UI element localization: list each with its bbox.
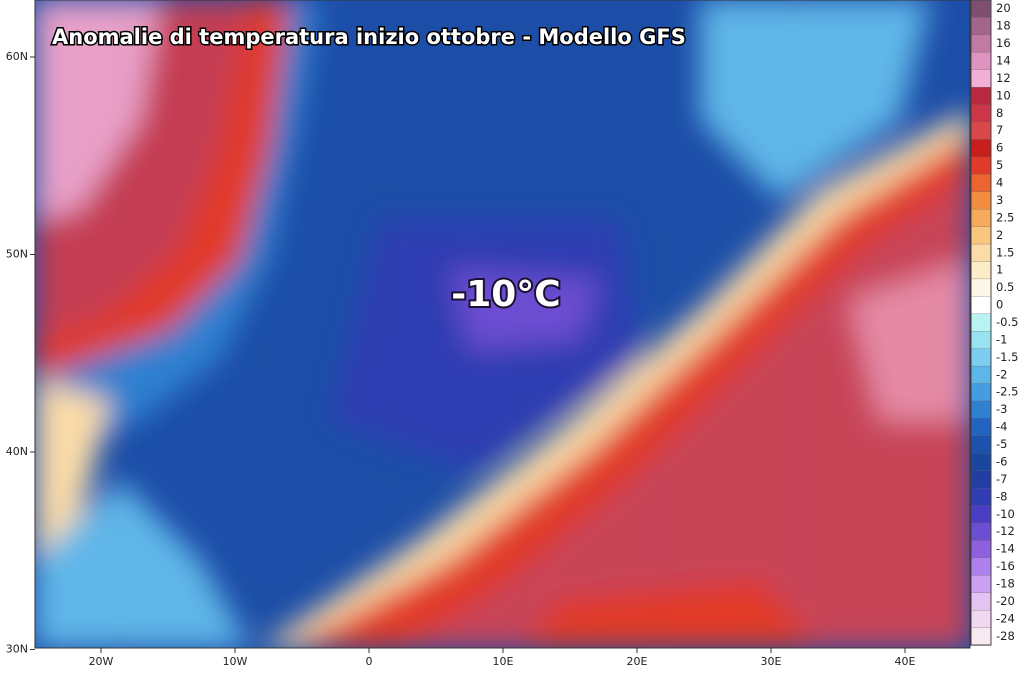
legend-label: -5 — [996, 437, 1007, 451]
lon-label: 0 — [366, 655, 373, 668]
legend-label: -2.5 — [996, 385, 1018, 399]
lat-label: 60N — [6, 50, 28, 63]
legend-swatch — [970, 522, 992, 542]
legend-swatch — [970, 174, 992, 193]
legend-label: -18 — [996, 576, 1015, 590]
legend-label: -14 — [996, 542, 1015, 556]
legend-swatch — [970, 540, 992, 559]
legend-frame — [970, 0, 992, 646]
legend-swatch — [970, 557, 992, 576]
legend-swatch — [970, 52, 992, 71]
legend-swatch — [970, 592, 992, 611]
lon-label: 20W — [89, 655, 114, 668]
legend-swatch — [970, 575, 992, 594]
legend-label: 6 — [996, 141, 1003, 155]
lon-label: 10W — [223, 655, 248, 668]
lon-label: 10E — [493, 655, 514, 668]
legend-label: 10 — [996, 88, 1011, 102]
legend-label: -3 — [996, 402, 1007, 416]
map-title: Anomalie di temperatura inizio ottobre -… — [52, 25, 686, 49]
legend-label: 2.5 — [996, 210, 1014, 224]
legend-swatch — [970, 156, 992, 175]
legend-swatch — [970, 400, 992, 420]
legend-label: -4 — [996, 420, 1007, 434]
legend-label: 14 — [996, 54, 1011, 68]
legend-label: -20 — [996, 594, 1015, 608]
map-field — [35, 0, 970, 648]
legend-swatch — [970, 17, 992, 36]
legend-label: 12 — [996, 71, 1011, 85]
lat-label: 50N — [6, 248, 28, 261]
legend-label: -16 — [996, 559, 1015, 573]
legend-label: -7 — [996, 472, 1007, 486]
legend-swatch — [970, 418, 992, 437]
legend-swatch — [970, 609, 992, 629]
legend-label: 3 — [996, 193, 1003, 207]
legend-swatch — [970, 226, 992, 245]
legend-label: 20 — [996, 1, 1011, 15]
legend-swatch — [970, 104, 992, 123]
anomaly-shading — [35, 0, 970, 648]
legend-swatch — [970, 331, 992, 350]
legend-label: 4 — [996, 176, 1003, 190]
legend-swatch — [970, 261, 992, 280]
legend-swatch — [970, 487, 992, 507]
legend-swatch — [970, 348, 992, 367]
legend-label: -12 — [996, 524, 1015, 538]
legend-label: 1 — [996, 263, 1003, 277]
legend-swatch — [970, 139, 992, 158]
lon-label: 30E — [761, 655, 782, 668]
legend-label: -2 — [996, 367, 1007, 381]
legend-swatch — [970, 453, 992, 472]
legend-swatch — [970, 34, 992, 53]
legend-label: -0.5 — [996, 315, 1018, 329]
legend-label: 1.5 — [996, 245, 1014, 259]
legend-swatch — [970, 296, 992, 315]
legend-swatch — [970, 87, 992, 106]
legend-swatch — [970, 0, 992, 19]
legend-label: -28 — [996, 629, 1015, 643]
legend-label: -1.5 — [996, 350, 1018, 364]
legend-label: -6 — [996, 454, 1007, 468]
legend-label: 16 — [996, 36, 1011, 50]
legend-swatch — [970, 209, 992, 228]
legend-label: 0 — [996, 298, 1003, 312]
legend-label: -10 — [996, 507, 1015, 521]
legend-label: 0.5 — [996, 280, 1014, 294]
legend-swatch — [970, 470, 992, 489]
legend-label: 2 — [996, 228, 1003, 242]
lat-label: 40N — [6, 445, 28, 458]
legend-swatch — [970, 435, 992, 454]
legend-swatch — [970, 191, 992, 210]
legend-swatch — [970, 505, 992, 524]
legend-swatch — [970, 365, 992, 385]
legend-swatch — [970, 383, 992, 402]
legend-swatch — [970, 121, 992, 141]
legend-label: 8 — [996, 106, 1003, 120]
legend-swatch — [970, 627, 992, 646]
lat-label: 30N — [6, 643, 28, 656]
legend-swatch — [970, 278, 992, 298]
legend-label: 7 — [996, 123, 1003, 137]
annotation: -10°C — [451, 274, 560, 315]
legend-label: 18 — [996, 19, 1011, 33]
legend-label: -24 — [996, 611, 1015, 625]
texture — [119, 0, 796, 648]
legend-swatch — [970, 69, 992, 88]
legend-swatch — [970, 243, 992, 263]
lon-label: 40E — [895, 655, 916, 668]
legend-label: 5 — [996, 158, 1003, 172]
legend-swatch — [970, 313, 992, 332]
legend-label: -8 — [996, 489, 1007, 503]
lon-label: 20E — [627, 655, 648, 668]
legend-label: -1 — [996, 332, 1007, 346]
